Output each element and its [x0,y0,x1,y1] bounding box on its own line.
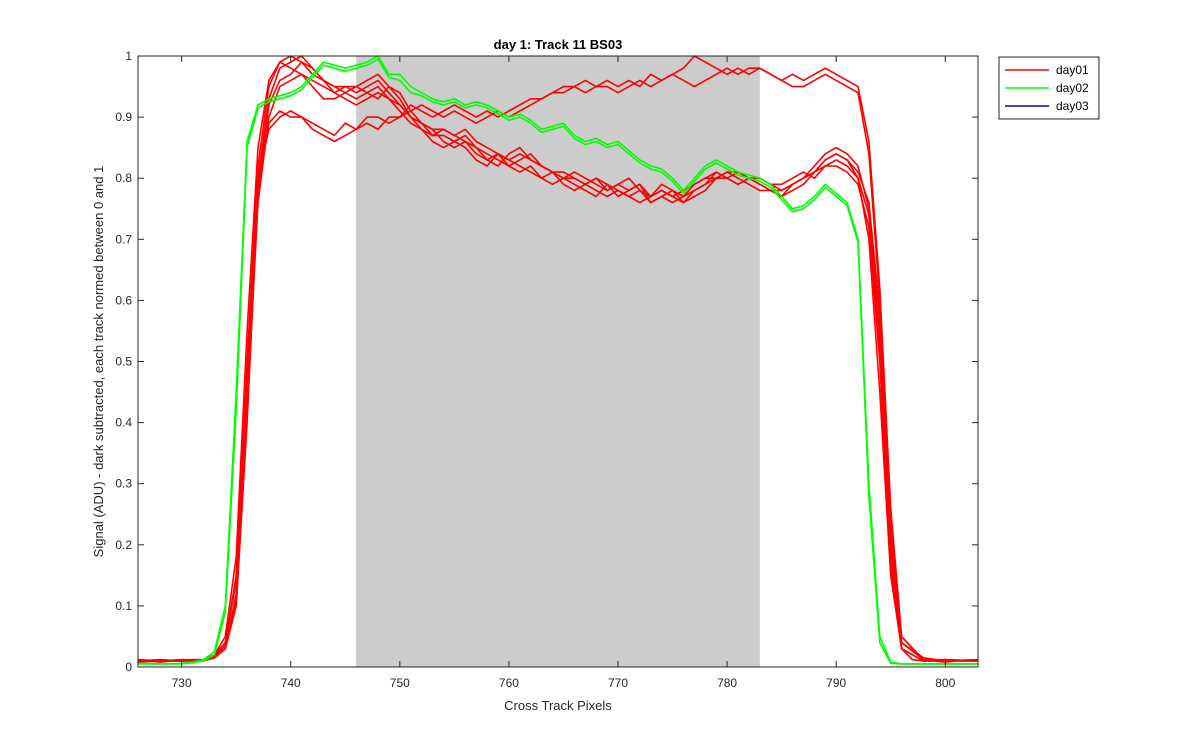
legend: day01 day02 day03 [998,56,1100,120]
y-tick-label: 0 [125,660,132,674]
y-tick-label: 0.9 [115,110,132,124]
series-line-day02-9 [137,58,978,665]
y-tick-label: 0.1 [115,599,132,613]
y-tick-label: 0.8 [115,171,132,185]
series-line-day01-7 [137,55,979,662]
axis-ticks: 730 740 750 760 770 780 790 800 0 0.1 0.2 0.3 0.4 0.5… [115,49,978,690]
y-tick-label: 0.7 [115,232,132,246]
series-lines [137,55,979,665]
legend-label-day03: day03 [1056,99,1089,113]
x-tick-label: 800 [935,676,955,690]
series-line-day01-5 [138,73,979,662]
y-tick-label: 0.5 [115,355,132,369]
shaded-region [356,56,760,667]
series-line-day02-8 [138,55,978,665]
x-tick-label: 780 [717,676,737,690]
x-tick-label: 790 [826,676,846,690]
y-tick-label: 0.3 [115,477,132,491]
x-tick-label: 740 [281,676,301,690]
y-axis-label: Signal (ADU) - dark subtracted, each tra… [91,166,106,558]
y-tick-label: 0.2 [115,538,132,552]
x-tick-label: 770 [608,676,628,690]
series-line-day01-3 [137,55,979,663]
legend-label-day01: day01 [1056,63,1089,77]
y-tick-label: 0.4 [115,416,132,430]
chart-title: day 1: Track 11 BS03 [494,37,623,52]
x-tick-label: 750 [390,676,410,690]
y-tick-label: 0.6 [115,293,132,307]
x-tick-label: 760 [499,676,519,690]
x-tick-label: 730 [172,676,192,690]
legend-label-day02: day02 [1056,81,1089,95]
x-axis-label: Cross Track Pixels [504,698,612,713]
y-tick-label: 1 [125,49,132,63]
